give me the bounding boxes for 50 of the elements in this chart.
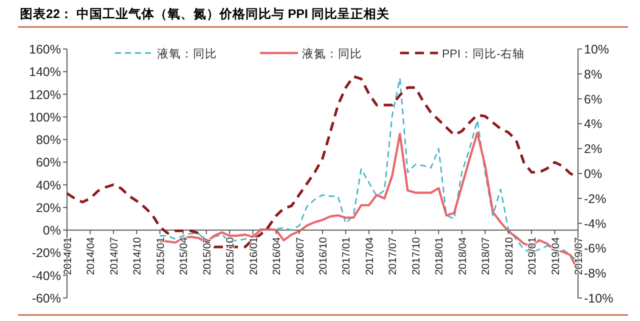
x-tick-label: 2016/07 — [294, 236, 306, 276]
y-tick-label: 100% — [29, 110, 61, 124]
x-tick-label: 2014/04 — [85, 236, 98, 276]
x-tick-label: 2015/04 — [178, 236, 190, 276]
x-tick-label: 2014/07 — [108, 236, 120, 276]
chart-title: 图表22： 中国工业气体（氧、氮）价格同比与 PPI 同比呈正相关 — [20, 6, 390, 21]
y2-tick-label: -8% — [584, 266, 606, 281]
x-tick-label: 2017/04 — [364, 236, 376, 276]
y-tick-label: 140% — [29, 65, 61, 80]
y-tick-label: 120% — [29, 88, 61, 102]
y-tick-label: 40% — [36, 178, 61, 192]
x-tick-label: 2019/04 — [550, 236, 562, 276]
y2-tick-label: 10% — [584, 42, 610, 56]
x-tick-label: 2019/01 — [526, 236, 539, 276]
y-tick-label: -40% — [32, 268, 61, 283]
legend-label: PPI：同比-右轴 — [442, 48, 524, 60]
x-tick-label: 2017/07 — [387, 236, 400, 276]
y-tick-label: 20% — [36, 200, 61, 215]
x-tick-label: 2018/10 — [503, 236, 516, 276]
x-tick-label: 2015/01 — [154, 236, 167, 276]
y2-tick-label: 8% — [584, 67, 602, 82]
y-tick-label: -60% — [32, 292, 61, 306]
x-tick-label: 2019/07 — [573, 236, 585, 276]
y-tick-label: -20% — [32, 246, 61, 260]
x-tick-label: 2018/01 — [434, 236, 446, 276]
x-tick-label: 2017/10 — [410, 236, 422, 276]
x-tick-label: 2014/01 — [62, 236, 74, 276]
y2-tick-label: -6% — [584, 242, 606, 256]
y-tick-label: 0% — [42, 224, 61, 238]
x-tick-label: 2017/01 — [340, 236, 353, 276]
y-tick-label: 80% — [36, 133, 61, 148]
y2-tick-label: 4% — [584, 117, 602, 132]
legend-label: 液氮：同比 — [302, 46, 362, 60]
y2-tick-label: -2% — [584, 192, 606, 206]
y2-tick-label: 6% — [584, 92, 602, 106]
x-tick-label: 2018/07 — [480, 236, 492, 276]
x-tick-label: 2015/10 — [224, 236, 237, 276]
legend-label: 液氧：同比 — [157, 46, 217, 60]
x-tick-label: 2015/07 — [201, 236, 214, 276]
y-tick-label: 160% — [29, 42, 61, 56]
x-tick-label: 2014/10 — [132, 236, 144, 276]
y-tick-label: 60% — [36, 156, 61, 170]
x-tick-label: 2016/04 — [271, 236, 284, 276]
y2-tick-label: 2% — [584, 142, 602, 156]
x-tick-label: 2018/04 — [456, 236, 469, 276]
x-tick-label: 2016/01 — [248, 236, 260, 276]
x-tick-label: 2016/10 — [318, 236, 330, 276]
y2-tick-label: 0% — [584, 167, 602, 181]
y2-tick-label: -10% — [584, 292, 614, 306]
y2-tick-label: -4% — [584, 216, 606, 231]
